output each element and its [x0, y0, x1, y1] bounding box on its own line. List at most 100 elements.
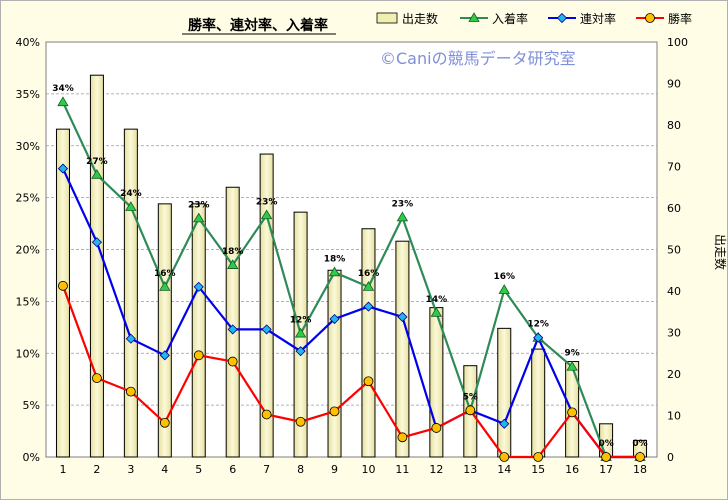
point-placed — [328, 266, 341, 277]
point-top2 — [193, 281, 204, 292]
left-tick-label: 15% — [16, 295, 40, 308]
point-top2 — [261, 324, 272, 335]
right-tick-label: 90 — [667, 78, 681, 91]
point-win — [533, 452, 544, 462]
series-line-placed — [61, 101, 641, 459]
data-label-placed: 23% — [256, 197, 278, 207]
point-placed — [57, 96, 69, 107]
x-tick-label: 10 — [361, 463, 375, 476]
bar-runs — [361, 228, 376, 458]
data-label-placed: 0% — [598, 439, 613, 449]
right-tick-label: 70 — [667, 161, 681, 174]
right-tick-label: 60 — [667, 202, 681, 215]
lines — [61, 101, 641, 459]
legend-marker-top2 — [556, 12, 568, 24]
left-tick-label: 0% — [23, 451, 40, 464]
series-line-win — [61, 285, 641, 459]
point-win — [92, 373, 102, 384]
data-label-placed: 23% — [188, 200, 210, 210]
point-top2 — [499, 418, 510, 429]
right-tick-label: 10 — [667, 410, 681, 423]
point-placed — [91, 169, 103, 179]
bar-runs — [191, 203, 206, 458]
point-win — [567, 407, 578, 418]
bar-runs — [395, 240, 410, 458]
point-win — [465, 405, 476, 416]
left-tick-label: 30% — [16, 140, 40, 153]
x-tick-label: 16 — [565, 463, 579, 476]
data-label-placed: 23% — [392, 199, 414, 209]
point-win — [635, 452, 645, 462]
point-top2 — [363, 301, 374, 312]
point-win — [227, 356, 238, 367]
x-tick-label: 7 — [263, 463, 270, 476]
chart-title: 勝率、連対率、入着率 — [188, 17, 328, 34]
left-tick-label: 35% — [16, 88, 40, 101]
data-label-placed: 27% — [86, 157, 108, 167]
point-win — [193, 350, 204, 361]
point-win — [329, 406, 340, 417]
x-tick-label: 1 — [59, 463, 66, 476]
x-tick-label: 13 — [463, 463, 477, 476]
point-win — [261, 409, 272, 420]
right-tick-label: 100 — [667, 36, 688, 49]
data-label-placed: 18% — [222, 247, 244, 257]
legend-label-win: 勝率 — [668, 11, 692, 26]
point-win — [363, 376, 374, 387]
legend-marker-placed — [468, 12, 480, 22]
point-placed — [430, 306, 443, 317]
bar-runs — [429, 307, 444, 458]
right-tick-label: 30 — [667, 327, 681, 340]
x-tick-label: 9 — [331, 463, 338, 476]
right-tick-label: 40 — [667, 285, 681, 298]
point-top2 — [533, 332, 544, 343]
x-tick-label: 11 — [395, 463, 409, 476]
point-top2 — [397, 311, 408, 323]
point-placed — [260, 209, 273, 220]
data-label-placed: 16% — [358, 269, 380, 279]
x-tick-label: 6 — [229, 463, 236, 476]
left-tick-label: 10% — [16, 347, 40, 360]
data-label-placed: 16% — [154, 269, 176, 279]
bar-runs — [497, 327, 512, 458]
left-tick-label: 40% — [16, 36, 40, 49]
data-label-placed: 9% — [564, 349, 579, 359]
bar-runs — [531, 348, 546, 458]
axes: 0%5%10%15%20%25%30%35%40%010203040506070… — [16, 36, 688, 476]
point-top2 — [329, 313, 340, 325]
bar-runs — [89, 74, 104, 458]
data-label-placed: 24% — [120, 189, 142, 199]
x-tick-label: 3 — [127, 463, 134, 476]
point-win — [125, 386, 136, 397]
point-top2 — [91, 237, 102, 248]
x-tick-label: 12 — [429, 463, 443, 476]
bar-runs — [327, 269, 342, 458]
data-label-placed: 12% — [527, 320, 549, 330]
x-tick-label: 17 — [599, 463, 613, 476]
left-tick-label: 5% — [23, 399, 40, 412]
left-tick-label: 25% — [16, 192, 40, 205]
point-top2 — [125, 333, 136, 344]
point-placed — [498, 284, 510, 294]
point-win — [397, 432, 408, 443]
data-label-placed: 12% — [290, 316, 312, 326]
point-win — [58, 280, 68, 291]
legend-label-top2: 連対率 — [580, 11, 616, 26]
point-top2 — [295, 346, 306, 357]
data-label-placed: 14% — [426, 295, 448, 305]
legend-swatch-bar — [376, 12, 398, 24]
bar-runs — [123, 128, 138, 458]
x-tick-label: 18 — [633, 463, 647, 476]
x-tick-label: 8 — [297, 463, 304, 476]
point-win — [499, 452, 510, 462]
right-tick-label: 50 — [667, 244, 681, 257]
point-top2 — [57, 163, 69, 174]
x-tick-label: 5 — [195, 463, 202, 476]
x-tick-label: 14 — [497, 463, 511, 476]
x-tick-label: 15 — [531, 463, 545, 476]
data-label-placed: 18% — [324, 254, 346, 264]
point-placed — [362, 281, 375, 291]
data-label-placed: 34% — [52, 84, 74, 94]
point-placed — [125, 201, 137, 211]
